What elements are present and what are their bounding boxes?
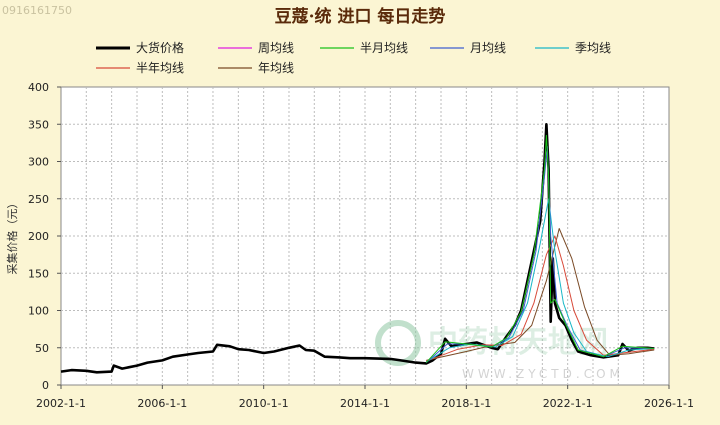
y-tick-label: 350 (28, 118, 49, 131)
chart-title: 豆蔻·统 进口 每日走势 (275, 6, 446, 27)
x-tick-label: 2006-1-1 (137, 397, 187, 410)
legend-label: 季均线 (575, 41, 611, 55)
y-tick-label: 200 (28, 230, 49, 243)
legend-label: 年均线 (258, 61, 294, 75)
x-tick-label: 2018-1-1 (441, 397, 491, 410)
legend-item-0: 大货价格 (96, 40, 184, 55)
legend-item-1: 周均线 (218, 41, 294, 55)
legend-label: 月均线 (470, 41, 506, 55)
x-tick-label: 2010-1-1 (239, 397, 289, 410)
grid (61, 87, 669, 385)
x-tick-label: 2014-1-1 (340, 397, 390, 410)
series-line-5 (426, 235, 655, 362)
watermark-leaf-icon (375, 320, 421, 366)
x-tick-label: 2002-1-1 (36, 397, 86, 410)
y-axis-label: 采集价格（元） (5, 198, 19, 275)
watermark-text: 中药材天地网 (428, 325, 608, 360)
legend-item-5: 半年均线 (96, 61, 184, 75)
watermark-url: WWW.ZYCTD.COM (462, 367, 624, 381)
y-tick-label: 300 (28, 156, 49, 169)
y-tick-label: 400 (28, 81, 49, 94)
y-tick-label: 150 (28, 267, 49, 280)
x-tick-label: 2022-1-1 (543, 397, 593, 410)
legend-label: 周均线 (258, 41, 294, 55)
y-tick-label: 50 (35, 342, 49, 355)
legend-label: 半月均线 (360, 41, 408, 55)
y-tick-label: 100 (28, 305, 49, 318)
axes: 0 50 100 150 200 250 300 350 400 2002-1-1 2006-1-1… (28, 81, 694, 410)
legend-item-3: 月均线 (430, 41, 506, 55)
series-line-2 (425, 134, 655, 363)
series-layer (60, 123, 655, 374)
legend-label: 大货价格 (136, 40, 184, 55)
y-tick-label: 0 (42, 379, 49, 392)
legend-label: 半年均线 (136, 61, 184, 75)
legend-item-6: 年均线 (218, 61, 294, 75)
watermark-logo: 中药材天地网 WWW.ZYCTD.COM (375, 320, 624, 381)
y-tick-label: 250 (28, 193, 49, 206)
watermark-id: 0916161750 (2, 4, 72, 17)
legend-item-2: 半月均线 (320, 41, 408, 55)
legend-item-4: 季均线 (535, 41, 611, 55)
x-tick-label: 2026-1-1 (644, 397, 694, 410)
series-line-0 (60, 123, 655, 374)
